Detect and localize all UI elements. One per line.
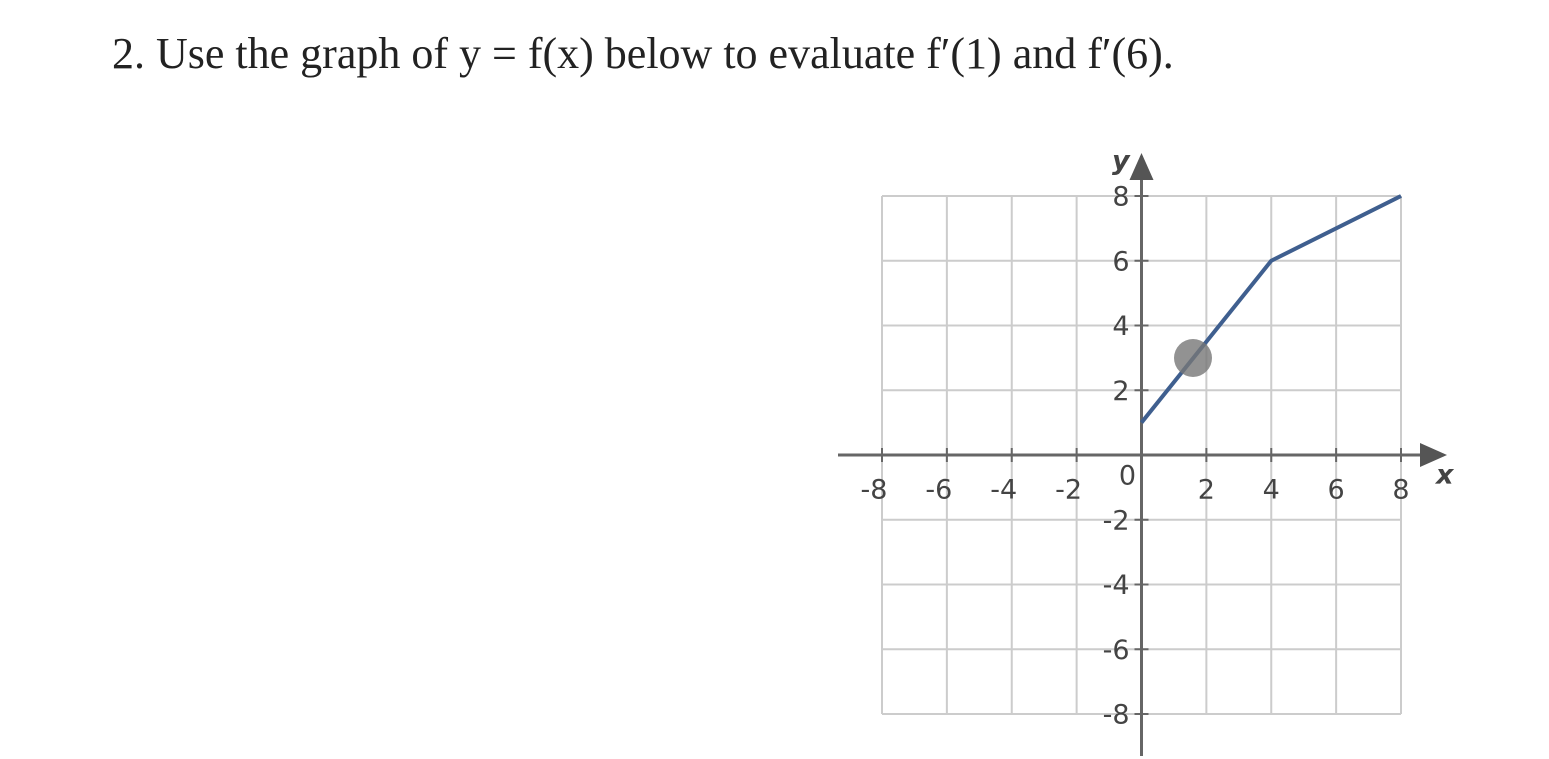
y-tick-label: 8 [1112,182,1129,213]
origin-label: 0 [1119,461,1136,492]
x-tick-label: 8 [1392,475,1409,506]
x-tick-label: 2 [1198,475,1215,506]
x-tick-label: -4 [990,475,1017,506]
y-axis-label: y [1112,146,1131,177]
touch-indicator [1174,339,1212,377]
x-tick-label: 6 [1328,475,1345,506]
question: 2. Use the graph of y = f(x) below to ev… [112,29,1174,78]
x-tick-label: -2 [1055,475,1082,506]
x-axis-label: x [1434,460,1455,491]
y-tick-label: 6 [1112,246,1129,277]
y-tick-label: -2 [1103,505,1130,536]
x-tick-label: -6 [925,475,952,506]
y-tick-label: -6 [1103,635,1130,666]
y-tick-label: 4 [1112,311,1129,342]
x-tick-label: 4 [1263,475,1280,506]
x-tick-label: -8 [861,475,888,506]
y-tick-label: -8 [1103,700,1130,731]
y-tick-label: 2 [1112,376,1129,407]
y-tick-label: -4 [1103,570,1130,601]
